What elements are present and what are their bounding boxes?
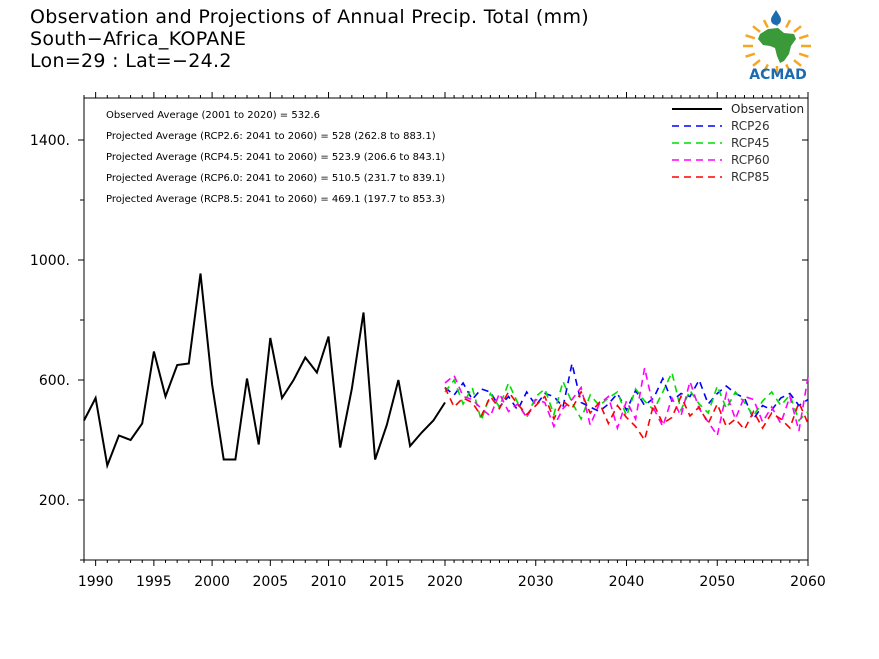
series-line-rcp85 — [444, 387, 809, 442]
x-tick-label: 2010 — [311, 574, 347, 590]
title-block: Observation and Projections of Annual Pr… — [30, 6, 589, 72]
logo-ray — [752, 59, 761, 67]
legend: Observation RCP26 RCP45 RCP60 RCP85 — [672, 102, 804, 184]
series-line-observation — [83, 273, 446, 470]
logo-ray — [793, 25, 802, 33]
chart-series — [83, 273, 809, 470]
station-name: South−Africa_KOPANE — [30, 28, 247, 50]
legend-label: RCP26 — [731, 119, 770, 133]
coordinates-label: Lon=29 : Lat=−24.2 — [30, 50, 232, 72]
x-tick-label: 2000 — [194, 574, 230, 590]
africa-map-logo-icon: ACMAD — [743, 10, 811, 83]
y-tick-label: 1000. — [30, 253, 70, 269]
x-tick-label: 2005 — [253, 574, 289, 590]
plot-frame — [83, 97, 809, 561]
legend-label: Observation — [731, 102, 804, 116]
y-tick-label: 600. — [39, 373, 70, 389]
series-line-rcp60 — [444, 367, 809, 438]
series-line-rcp26 — [444, 363, 809, 421]
logo-ray — [798, 52, 809, 58]
y-tick-label: 1400. — [30, 133, 70, 149]
x-tick-label: 1990 — [78, 574, 114, 590]
y-tick-label: 200. — [39, 493, 70, 509]
stat-line: Projected Average (RCP2.6: 2041 to 2060)… — [106, 131, 436, 142]
legend-label: RCP60 — [731, 153, 770, 167]
legend-label: RCP45 — [731, 136, 770, 150]
chart-axes: 200. 600. 1000. 1400. 1990 1995 2000 2005 2010 20… — [30, 92, 826, 590]
logo-ray — [752, 25, 761, 33]
legend-label: RCP85 — [731, 170, 770, 184]
x-tick-label: 2040 — [609, 574, 645, 590]
x-tick-label: 2060 — [790, 574, 826, 590]
stats-block: Observed Average (2001 to 2020) = 532.6 P… — [106, 110, 445, 205]
x-tick-label: 2020 — [427, 574, 463, 590]
logo-ray — [785, 19, 792, 29]
chart-title: Observation and Projections of Annual Pr… — [30, 6, 589, 28]
x-tick-label: 1995 — [136, 574, 172, 590]
logo-ray — [762, 63, 769, 73]
logo-text: ACMAD — [749, 67, 807, 83]
logo-ray — [798, 34, 809, 40]
logo-ray — [785, 63, 792, 73]
stat-line: Projected Average (RCP6.0: 2041 to 2060)… — [106, 173, 445, 184]
x-tick-label: 2030 — [518, 574, 554, 590]
stat-line: Observed Average (2001 to 2020) = 532.6 — [106, 110, 320, 121]
logo-ray — [793, 59, 802, 67]
acmad-logo: ACMAD — [736, 6, 820, 84]
logo-ray — [762, 19, 769, 29]
series-line-rcp45 — [444, 370, 809, 424]
stat-line: Projected Average (RCP4.5: 2041 to 2060)… — [106, 152, 445, 163]
x-tick-label: 2050 — [699, 574, 735, 590]
stat-line: Projected Average (RCP8.5: 2041 to 2060)… — [106, 194, 445, 205]
x-tick-label: 2015 — [369, 574, 405, 590]
logo-ray — [745, 52, 756, 58]
logo-ray — [745, 34, 756, 40]
